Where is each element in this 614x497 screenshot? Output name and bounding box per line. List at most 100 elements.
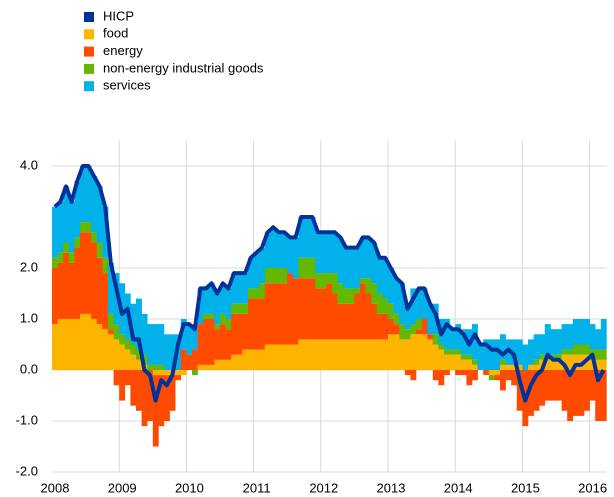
bar-segment xyxy=(376,293,383,314)
bar-segment xyxy=(427,334,434,340)
bar-segment xyxy=(292,237,299,279)
x-tick-label: 2009 xyxy=(108,480,137,495)
bar-segment xyxy=(180,319,187,350)
bar-segment xyxy=(472,364,478,370)
y-tick-label: -1.0 xyxy=(16,412,38,427)
bar-segment xyxy=(57,262,64,319)
bar-segment xyxy=(298,217,305,258)
bar-segment xyxy=(337,283,344,304)
bar-segment xyxy=(91,242,98,319)
y-tick-label: -2.0 xyxy=(16,463,38,478)
bar-segment xyxy=(298,257,305,279)
bar-segment xyxy=(236,303,243,314)
bar-segment xyxy=(276,344,282,370)
bar-segment xyxy=(152,375,159,447)
bar-segment xyxy=(589,370,596,401)
bar-segment xyxy=(376,313,383,340)
legend-swatch xyxy=(84,81,94,92)
bar-segment xyxy=(220,313,226,325)
bar-segment xyxy=(141,370,148,427)
bar-segment xyxy=(130,354,137,370)
bar-segment xyxy=(455,324,462,350)
bar-segment xyxy=(141,313,148,355)
bar-segment xyxy=(332,293,338,340)
bar-segment xyxy=(360,278,366,284)
bar-segment xyxy=(539,354,546,360)
bar-segment xyxy=(416,319,422,330)
bar-segment xyxy=(572,354,579,370)
y-tick-label: 1.0 xyxy=(20,310,38,325)
x-tick-label: 2011 xyxy=(243,480,271,495)
bar-segment xyxy=(399,339,406,370)
bar-segment xyxy=(281,232,288,268)
bar-segment xyxy=(242,273,249,304)
legend-label: food xyxy=(103,26,128,41)
bar-segment xyxy=(68,319,75,370)
bar-segment xyxy=(197,364,204,370)
bar-segment xyxy=(119,370,126,401)
bar-segment xyxy=(152,324,159,365)
bar-segment xyxy=(91,176,98,233)
bar-segment xyxy=(158,364,165,370)
bar-segment xyxy=(304,257,310,279)
bar-segment xyxy=(410,288,417,325)
bar-segment xyxy=(500,334,506,360)
bar-segment xyxy=(259,283,266,299)
bar-segment xyxy=(270,268,277,284)
bar-segment xyxy=(124,339,131,350)
bar-segment xyxy=(460,329,467,355)
bar-segment xyxy=(248,349,254,370)
bar-segment xyxy=(147,324,154,365)
bar-segment xyxy=(348,247,355,289)
bar-segment xyxy=(203,364,210,370)
bar-segment xyxy=(494,370,501,376)
bar-segment xyxy=(354,339,361,370)
bar-segment xyxy=(164,375,170,421)
bar-segment xyxy=(444,370,450,376)
bar-segment xyxy=(214,293,221,325)
bar-segment xyxy=(231,313,238,355)
bar-segment xyxy=(52,206,58,258)
bar-segment xyxy=(438,349,445,370)
bar-segment xyxy=(309,339,316,370)
bar-segment xyxy=(259,247,266,284)
bar-segment xyxy=(578,344,585,355)
bar-segment xyxy=(287,237,294,274)
bar-segment xyxy=(108,329,114,335)
bar-segment xyxy=(365,339,372,370)
bar-segment xyxy=(432,334,439,345)
bar-segment xyxy=(388,334,394,370)
bar-segment xyxy=(147,364,154,370)
x-tick-label: 2016 xyxy=(578,480,607,495)
bar-segment xyxy=(393,313,400,325)
bar-segment xyxy=(376,339,383,370)
bar-segment xyxy=(85,166,92,223)
bar-segment xyxy=(214,324,221,330)
bar-segment xyxy=(326,339,333,370)
bar-segment xyxy=(472,359,478,365)
bar-segment xyxy=(438,344,445,350)
bar-segment xyxy=(544,370,551,401)
bar-segment xyxy=(488,375,495,381)
bar-segment xyxy=(337,303,344,340)
bar-segment xyxy=(74,319,81,370)
bar-segment xyxy=(242,303,249,314)
bar-segment xyxy=(315,288,322,340)
bar-segment xyxy=(556,329,562,355)
bar-segment xyxy=(354,247,361,289)
bar-segment xyxy=(500,370,506,391)
bar-segment xyxy=(68,262,75,319)
y-tick-label: 2.0 xyxy=(20,259,38,274)
bar-segment xyxy=(180,349,187,370)
bar-segment xyxy=(236,313,243,355)
bar-segment xyxy=(208,364,215,370)
bar-segment xyxy=(96,257,103,325)
bar-segment xyxy=(376,257,383,294)
bar-segment xyxy=(477,344,484,370)
bar-segment xyxy=(164,334,170,370)
bar-segment xyxy=(304,339,310,370)
bar-segment xyxy=(354,288,361,294)
bar-segment xyxy=(320,273,327,289)
bar-segment xyxy=(281,283,288,345)
bar-segment xyxy=(528,364,534,370)
